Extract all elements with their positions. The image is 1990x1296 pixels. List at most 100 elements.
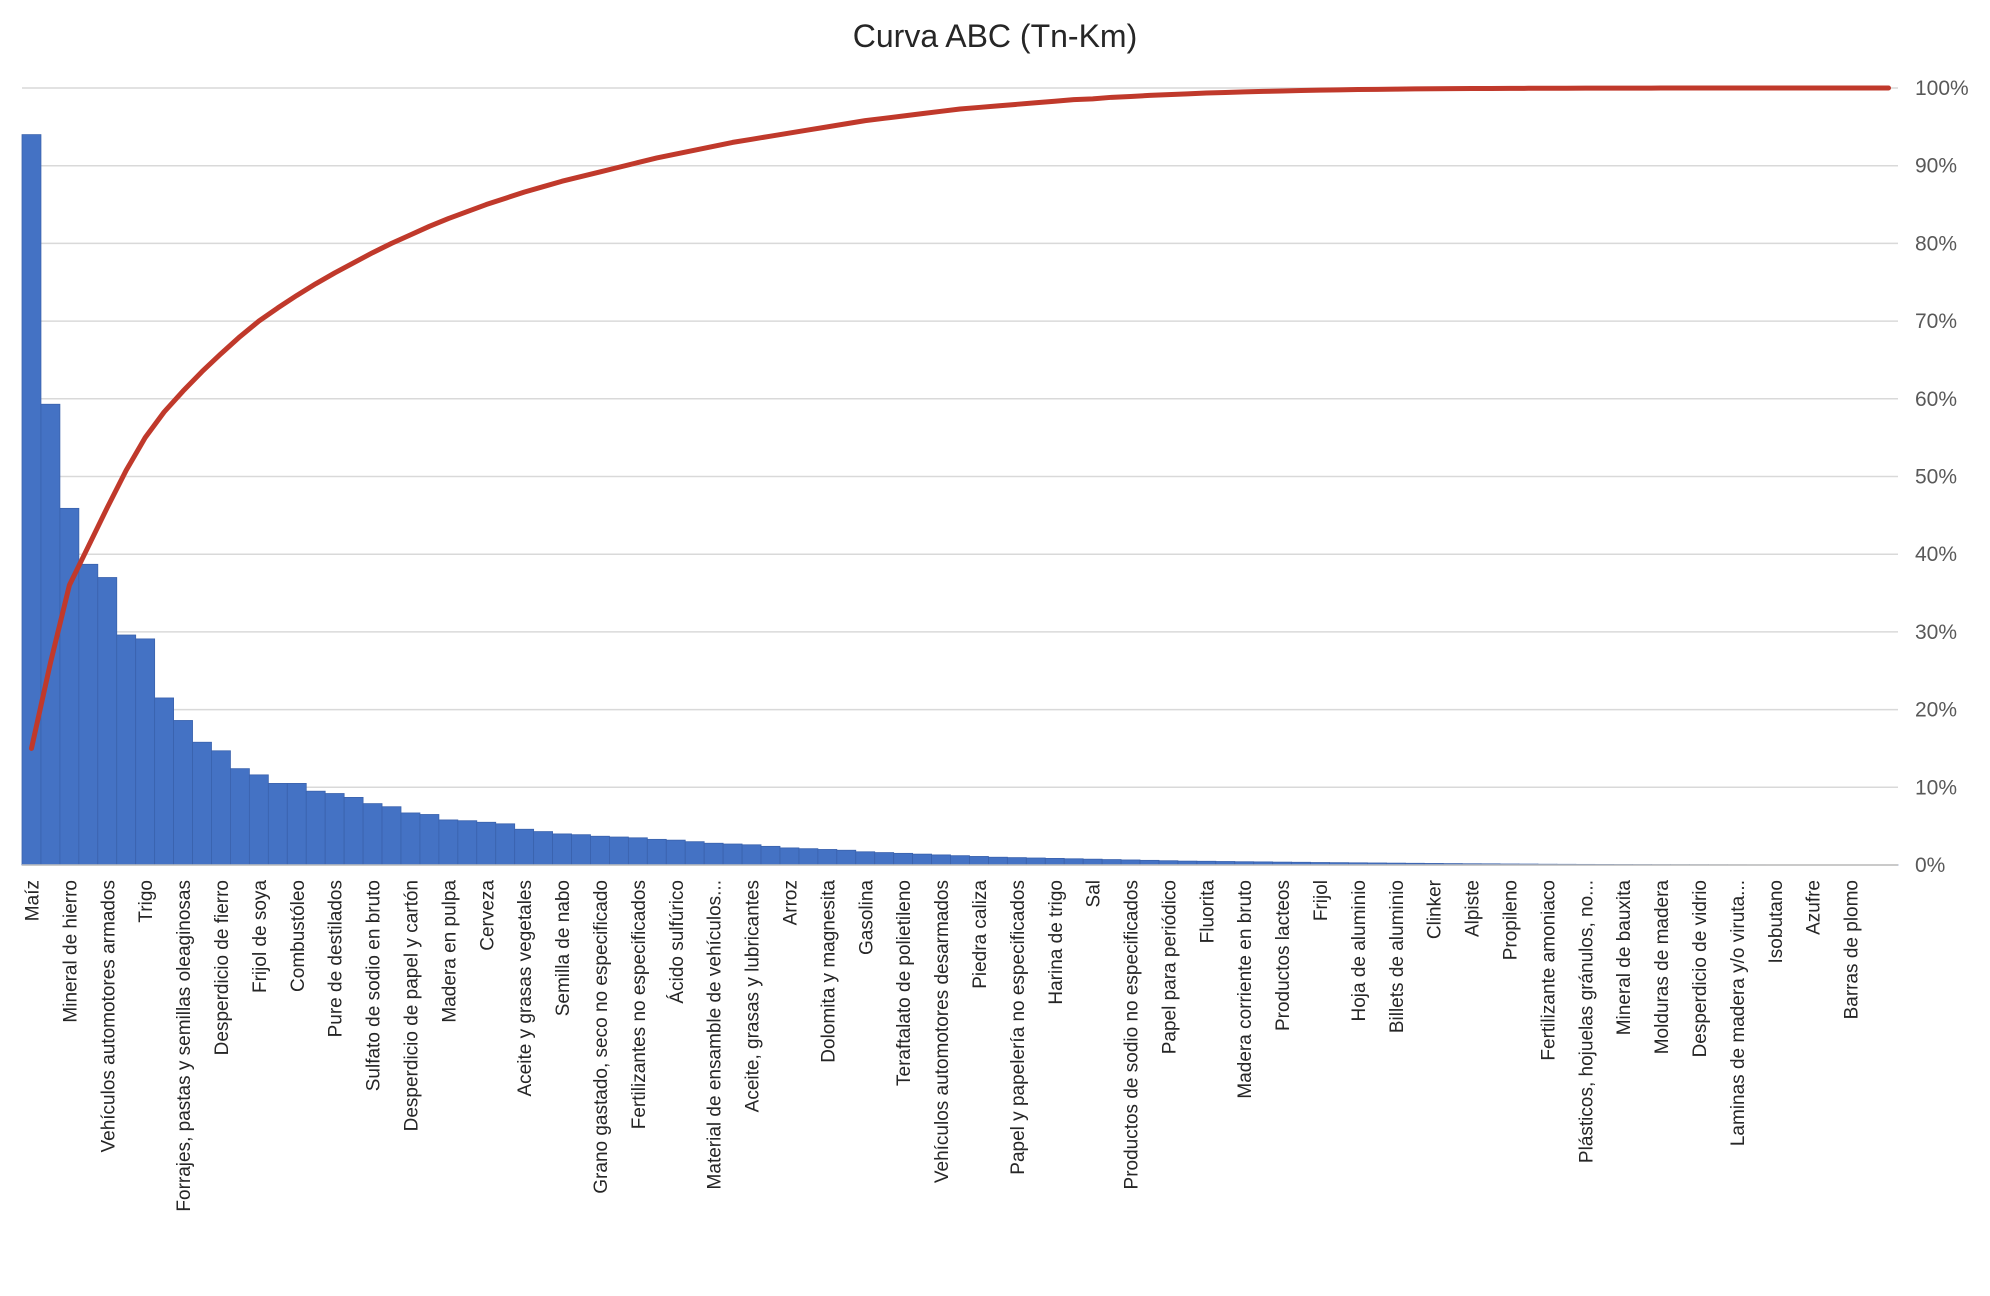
x-tick-label: Arroz — [780, 880, 801, 925]
y-tick-label: 30% — [1915, 621, 1957, 644]
bar — [173, 720, 193, 866]
bar — [400, 812, 421, 866]
bar — [912, 853, 932, 866]
x-tick-label: Aceite, grasas y lubricantes — [743, 880, 764, 1112]
x-tick-label: Fertilizante amoniaco — [1538, 880, 1559, 1061]
x-tick-label: Semilla de nabo — [553, 880, 574, 1016]
x-tick-label: Harina de trigo — [1046, 880, 1067, 1005]
x-tick-label: Frijol de soya — [250, 880, 271, 993]
x-tick-label: Mineral de bauxita — [1614, 880, 1635, 1036]
bar — [116, 634, 137, 866]
x-tick-label: Laminas de madera y/o viruta... — [1728, 880, 1749, 1146]
x-tick-label: Papel para periódico — [1159, 880, 1180, 1054]
x-tick-label: Fluorita — [1197, 880, 1218, 944]
bar — [78, 563, 99, 866]
x-tick-label: Desperdicio de vidrio — [1690, 880, 1711, 1057]
y-tick-label: 90% — [1915, 155, 1957, 178]
x-tick-label: Combustóleo — [288, 880, 309, 992]
bar — [1120, 859, 1141, 866]
bar — [609, 836, 629, 866]
bar — [267, 783, 288, 866]
bar — [21, 134, 42, 866]
bar — [362, 803, 383, 866]
x-tick-label: Forrajes, pastas y semillas oleaginosas — [174, 880, 195, 1212]
bar — [305, 790, 326, 866]
bar — [988, 856, 1008, 866]
bar — [1082, 858, 1103, 866]
x-tick-label: Vehículos automotores desarmados — [932, 880, 953, 1183]
bar — [684, 841, 705, 866]
x-tick-label: Sal — [1084, 880, 1105, 907]
bar — [286, 783, 307, 866]
bar — [495, 823, 516, 866]
bar — [798, 848, 819, 866]
x-tick-label: Propileno — [1501, 880, 1522, 960]
y-tick-label: 100% — [1915, 77, 1969, 100]
x-tick-label: Barras de plomo — [1842, 880, 1863, 1019]
x-tick-label: Productos de sodio no especificados — [1122, 880, 1143, 1189]
x-tick-label: Papel y papelería no especificados — [1008, 880, 1029, 1175]
x-tick-label: Billets de aluminio — [1387, 880, 1408, 1033]
x-tick-label: Desperdicio de fierro — [212, 880, 233, 1055]
x-tick-label: Sulfato de sodio en bruto — [364, 880, 385, 1091]
bar — [1025, 857, 1046, 866]
x-tick-label: Grano gastado, seco no especificado — [591, 880, 612, 1194]
x-tick-label: Mineral de hierro — [60, 880, 81, 1023]
bar — [571, 834, 591, 866]
x-tick-label: Pure de destilados — [326, 880, 347, 1037]
x-tick-label: Aceite y grasas vegetales — [515, 880, 536, 1097]
bar — [855, 851, 876, 866]
bar — [760, 845, 781, 866]
bar — [324, 793, 345, 866]
bar — [722, 843, 743, 866]
bar — [931, 854, 951, 866]
bar — [1006, 857, 1027, 866]
bar — [552, 833, 572, 866]
bar — [381, 806, 402, 866]
x-tick-label: Trigo — [136, 880, 157, 923]
bar — [135, 638, 156, 866]
x-tick-label: Madera en pulpa — [439, 880, 460, 1023]
chart-title: Curva ABC (Tn-Km) — [852, 18, 1138, 54]
y-tick-label: 20% — [1915, 699, 1957, 722]
x-tick-label: Desperdicio de papel y cartón — [401, 880, 422, 1131]
bar — [1044, 857, 1065, 866]
y-tick-label: 40% — [1915, 543, 1957, 566]
bar — [950, 855, 970, 866]
bar — [248, 774, 269, 866]
bar — [665, 839, 686, 866]
y-tick-label: 0% — [1915, 854, 1945, 877]
cumulative-line — [28, 85, 1892, 751]
bar — [627, 837, 648, 866]
y-tick-label: 70% — [1915, 310, 1957, 333]
x-tick-label: Azufre — [1804, 880, 1825, 935]
bar — [154, 697, 174, 866]
bar — [211, 750, 231, 866]
x-tick-label: Productos lacteos — [1273, 880, 1294, 1031]
bar — [703, 842, 724, 866]
bar — [836, 849, 857, 866]
bar — [419, 814, 440, 866]
bar — [476, 821, 497, 866]
bar — [533, 831, 553, 866]
bar — [1101, 859, 1122, 866]
x-tick-label: Hoja de aluminio — [1349, 880, 1370, 1022]
x-tick-label: Molduras de madera — [1652, 880, 1673, 1055]
x-tick-label: Isobutano — [1766, 880, 1787, 963]
bar — [817, 849, 838, 866]
x-tick-label: Teraftalato de polietileno — [894, 880, 915, 1086]
x-tick-label: Madera corriente en bruto — [1235, 880, 1256, 1099]
x-tick-label: Alpiste — [1463, 880, 1484, 937]
bar — [874, 852, 895, 866]
bar — [59, 507, 80, 866]
x-tick-label: Cerveza — [477, 880, 498, 951]
x-tick-label: Frijol — [1311, 880, 1332, 921]
bar — [230, 768, 250, 866]
y-tick-label: 60% — [1915, 388, 1957, 411]
bar — [590, 835, 610, 866]
bar — [343, 797, 364, 866]
x-tick-label: Dolomita y magnesita — [818, 880, 839, 1063]
y-tick-label: 80% — [1915, 232, 1957, 255]
